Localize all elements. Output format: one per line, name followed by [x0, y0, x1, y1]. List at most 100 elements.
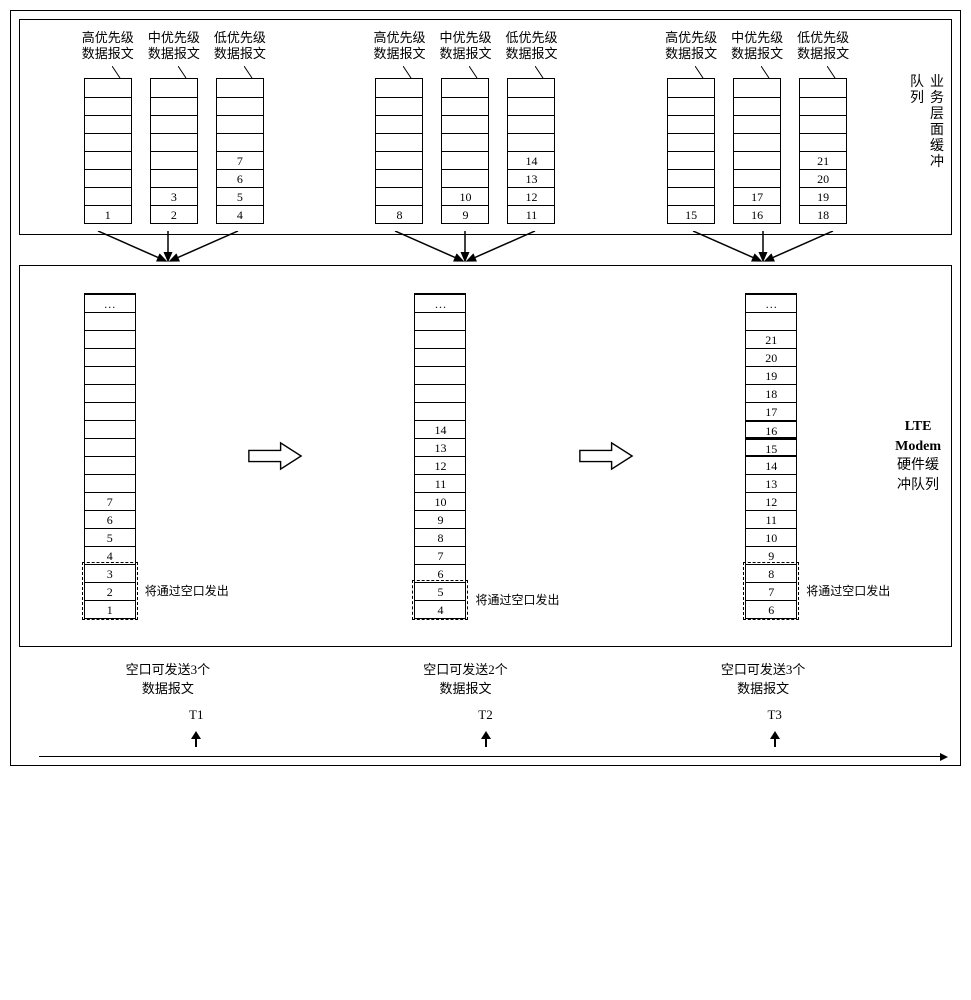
queue-cell: 13 [508, 169, 554, 187]
mid-priority-column: 中优先级数据报文1617 [731, 30, 783, 224]
time-label: T3 [767, 707, 781, 723]
upper-section-label: 业务层面缓冲队列 [905, 74, 945, 181]
hw-queue-cell [415, 366, 465, 384]
leader-line [695, 66, 715, 78]
time-marker-arrow-icon [480, 731, 492, 751]
buffer-queue: 8 [375, 78, 423, 224]
queue-cell: 8 [376, 205, 422, 223]
queue-cell [151, 151, 197, 169]
hw-queue-cell [746, 312, 796, 330]
hw-queue-cell: … [746, 294, 796, 312]
air-send-label: 将通过空口发出 [806, 582, 890, 599]
hw-queue-cell: 12 [415, 456, 465, 474]
queue-cell [442, 97, 488, 115]
low-priority-column: 低优先级数据报文18192021 [797, 30, 849, 224]
queue-cell: 6 [217, 169, 263, 187]
hw-queue-cell [415, 330, 465, 348]
queue-cell [508, 97, 554, 115]
queue-cell [85, 97, 131, 115]
hw-queue-cell: 7 [85, 492, 135, 510]
hw-queue-cell [85, 384, 135, 402]
hw-label-2: 冲队列 [895, 476, 941, 496]
leader-line [535, 66, 555, 78]
queue-cell [376, 169, 422, 187]
hw-queue-cell [415, 348, 465, 366]
queue-cell: 1 [85, 205, 131, 223]
air-capacity-caption: 空口可发送3个数据报文 [78, 659, 258, 697]
leader-line [761, 66, 781, 78]
queue-cell: 3 [151, 187, 197, 205]
converge-arrows [673, 233, 853, 265]
hw-queue-cell: … [415, 294, 465, 312]
time-marker-arrow-icon [769, 731, 781, 751]
hw-queue-column: 1234567…将通过空口发出 [84, 293, 136, 619]
hw-queue-cell [85, 366, 135, 384]
hw-queue-cell [85, 474, 135, 492]
queue-cell [508, 115, 554, 133]
hw-queue-cell: 16 [746, 420, 796, 438]
hw-queue-cell: 17 [746, 402, 796, 420]
queue-cell: 9 [442, 205, 488, 223]
priority-group: 高优先级数据报文15中优先级数据报文1617低优先级数据报文18192021 [665, 30, 849, 224]
queue-cell [217, 97, 263, 115]
hw-queue-column: 6789101112131415161718192021…将通过空口发出 [745, 293, 797, 619]
queue-cell [217, 133, 263, 151]
hw-queue-cell: 14 [415, 420, 465, 438]
hw-queue-cell: 12 [746, 492, 796, 510]
air-send-label: 将通过空口发出 [475, 591, 559, 608]
queue-cell: 16 [734, 205, 780, 223]
upper-section: 业务层面缓冲队列 高优先级数据报文1中优先级数据报文23低优先级数据报文4567… [19, 19, 952, 235]
lte-label: LTE [895, 417, 941, 437]
priority-group: 高优先级数据报文8中优先级数据报文910低优先级数据报文11121314 [373, 30, 557, 224]
hw-queue-cell: 15 [746, 438, 796, 456]
lower-section: LTE Modem 硬件缓 冲队列 1234567…将通过空口发出4567891… [19, 265, 952, 647]
queue-cell [442, 151, 488, 169]
hw-queue-cell: 10 [415, 492, 465, 510]
queue-cell [376, 115, 422, 133]
air-capacity-caption: 空口可发送3个数据报文 [673, 659, 853, 697]
time-label: T2 [478, 707, 492, 723]
queue-cell [800, 97, 846, 115]
hw-queue-cell: 10 [746, 528, 796, 546]
queue-cell [151, 79, 197, 97]
queue-cell [668, 151, 714, 169]
column-label: 中优先级数据报文 [439, 30, 491, 62]
queue-cell [442, 79, 488, 97]
queue-cell: 17 [734, 187, 780, 205]
queue-cell [442, 115, 488, 133]
queue-cell [734, 151, 780, 169]
queue-cell: 21 [800, 151, 846, 169]
queue-cell: 5 [217, 187, 263, 205]
buffer-queue: 4567 [216, 78, 264, 224]
high-priority-column: 高优先级数据报文 8 [373, 30, 425, 224]
air-send-label: 将通过空口发出 [145, 582, 229, 599]
queue-cell [668, 187, 714, 205]
queue-cell: 11 [508, 205, 554, 223]
hw-queue-cell: 8 [415, 528, 465, 546]
column-label: 高优先级数据报文 [665, 30, 717, 62]
hw-queue-cell [85, 420, 135, 438]
queue-cell: 10 [442, 187, 488, 205]
buffer-queue: 18192021 [799, 78, 847, 224]
air-send-group [743, 562, 799, 620]
hw-queue-cell [85, 312, 135, 330]
queue-cell [668, 115, 714, 133]
time-marker-arrow-icon [190, 731, 202, 751]
low-priority-column: 低优先级数据报文4567 [214, 30, 266, 224]
buffer-queue: 1617 [733, 78, 781, 224]
hw-queue-cell [85, 402, 135, 420]
hw-queue-cell [85, 348, 135, 366]
queue-cell [734, 97, 780, 115]
queue-cell [376, 133, 422, 151]
hw-queue: 6789101112131415161718192021…将通过空口发出 [745, 293, 797, 619]
hw-queue-cell: 13 [415, 438, 465, 456]
queue-cell [376, 187, 422, 205]
queue-cell [668, 169, 714, 187]
hw-queue-cell: 20 [746, 348, 796, 366]
mid-priority-column: 中优先级数据报文 910 [439, 30, 491, 224]
leader-line [112, 66, 132, 78]
buffer-queue: 11121314 [507, 78, 555, 224]
queue-cell [151, 169, 197, 187]
column-label: 高优先级数据报文 [373, 30, 425, 62]
hw-queue-cell [415, 402, 465, 420]
